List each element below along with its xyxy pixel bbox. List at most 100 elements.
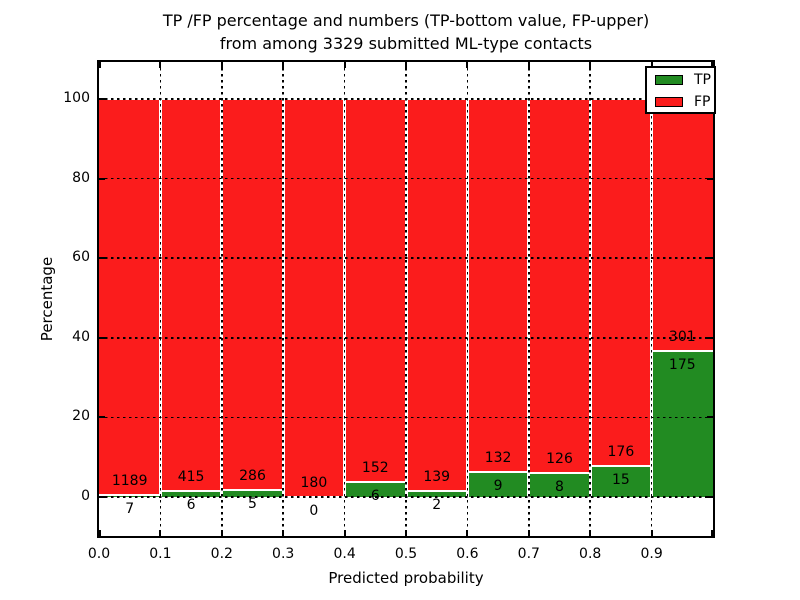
x-tick-mark (343, 530, 346, 536)
x-tick-mark (466, 530, 469, 536)
y-tick-mark-right (707, 257, 713, 260)
bar-boundary-edge (344, 480, 406, 483)
fp-bar-3 (283, 99, 345, 497)
fp-bar-6 (467, 99, 529, 472)
x-tick-mark-top (282, 62, 285, 68)
fp-bar-5 (406, 99, 468, 492)
bar-boundary-edge (467, 470, 529, 473)
legend-label: FP (694, 93, 711, 110)
y-tick-label-60: 60 (72, 249, 90, 266)
y-tick-label-80: 80 (72, 169, 90, 186)
x-tick-mark-top (343, 62, 346, 68)
y-tick-mark-right (707, 336, 713, 339)
y-tick-mark (99, 98, 105, 100)
fp-count-label-9: 301 (668, 328, 696, 345)
x-tick-mark-top (159, 62, 162, 68)
x-tick-label-1: 0.1 (149, 546, 172, 562)
fp-bar-1 (160, 99, 222, 492)
tp-count-label-1: 6 (186, 497, 196, 514)
x-tick-label-7: 0.7 (517, 546, 540, 562)
gridline-horizontal (99, 177, 713, 180)
x-tick-label-4: 0.4 (333, 546, 356, 562)
gridline-vertical (405, 62, 407, 536)
gridline-horizontal (99, 416, 713, 419)
tp-count-label-4: 6 (370, 487, 380, 504)
y-tick-mark-right (707, 177, 713, 180)
y-tick-mark (99, 336, 105, 339)
x-tick-mark-top (99, 62, 101, 68)
legend: TP FP (645, 66, 716, 114)
bar-boundary-edge (160, 490, 222, 493)
legend-swatch-tp-icon (655, 74, 683, 85)
tp-bar-8 (590, 465, 652, 497)
gridline-horizontal (99, 337, 713, 339)
gridline-vertical (221, 62, 223, 536)
x-tick-mark-top (466, 62, 469, 68)
x-tick-mark (159, 530, 162, 536)
legend-swatch-fp-icon (655, 96, 683, 107)
x-tick-mark (527, 530, 530, 536)
gridline-vertical (589, 62, 591, 536)
legend-label: TP (694, 71, 711, 88)
tp-bar-9 (651, 350, 713, 497)
x-tick-mark-top (527, 62, 530, 68)
y-tick-mark (99, 177, 105, 180)
fp-count-label-8: 176 (607, 443, 635, 460)
x-tick-mark-top (220, 62, 223, 68)
x-tick-label-9: 0.9 (640, 546, 663, 562)
fp-count-label-2: 286 (239, 468, 266, 485)
fp-count-label-4: 152 (361, 459, 389, 476)
x-tick-mark (711, 530, 713, 536)
y-tick-mark-right (707, 416, 713, 419)
fp-bar-7 (528, 99, 591, 474)
chart-title-line1: TP /FP percentage and numbers (TP-bottom… (162, 11, 650, 30)
fp-bar-8 (590, 99, 652, 466)
chart-title: TP /FP percentage and numbers (TP-bottom… (99, 9, 713, 55)
gridline-vertical (159, 62, 162, 536)
tp-bar-4 (344, 481, 406, 497)
tp-bar-0 (99, 494, 161, 497)
gridline-horizontal (99, 257, 713, 259)
fp-bar-2 (221, 99, 284, 491)
x-tick-mark (282, 530, 285, 536)
x-tick-mark (589, 530, 592, 536)
x-tick-label-2: 0.2 (210, 546, 233, 562)
tp-count-label-5: 2 (432, 497, 442, 514)
legend-item-tp: TP (647, 69, 714, 90)
bar-boundary-edge (221, 489, 284, 492)
tp-count-label-7: 8 (555, 479, 564, 496)
fp-count-label-0: 1189 (111, 472, 148, 489)
x-tick-mark-top (650, 62, 653, 68)
x-tick-mark-top (589, 62, 592, 68)
x-tick-mark (220, 530, 223, 536)
gridline-vertical (528, 62, 530, 536)
tp-bar-6 (467, 471, 529, 497)
gridline-horizontal (99, 496, 713, 498)
tp-count-label-9: 175 (668, 356, 696, 373)
fp-count-label-6: 132 (484, 449, 512, 466)
chart-title-line2: from among 3329 submitted ML-type contac… (219, 34, 593, 53)
tp-bar-1 (160, 491, 222, 497)
plot-area: 1189 7 415 6 286 5 180 0 152 6 139 2 132 9 126 8 176 15 30… (99, 62, 713, 536)
bar-boundary-edge (590, 464, 652, 467)
y-tick-label-0: 0 (81, 488, 90, 504)
tp-count-label-0: 7 (125, 500, 135, 517)
y-tick-mark (99, 257, 105, 260)
x-tick-mark (99, 530, 101, 536)
x-tick-label-0: 0.0 (87, 546, 111, 562)
bar-boundary-edge (99, 493, 161, 496)
gridline-vertical (650, 62, 653, 536)
gridline-vertical (282, 62, 284, 536)
fp-bar-0 (99, 99, 161, 495)
x-tick-label-8: 0.8 (579, 546, 602, 562)
tp-count-label-8: 15 (611, 471, 630, 488)
y-tick-label-20: 20 (72, 408, 90, 425)
x-tick-label-3: 0.3 (272, 546, 295, 562)
bar-boundary-edge (406, 490, 468, 493)
fp-bar-9 (651, 99, 713, 351)
bar-boundary-edge (651, 349, 713, 352)
tp-count-label-2: 5 (248, 496, 257, 513)
gridline-horizontal (99, 98, 713, 100)
y-tick-mark-right (707, 496, 713, 498)
